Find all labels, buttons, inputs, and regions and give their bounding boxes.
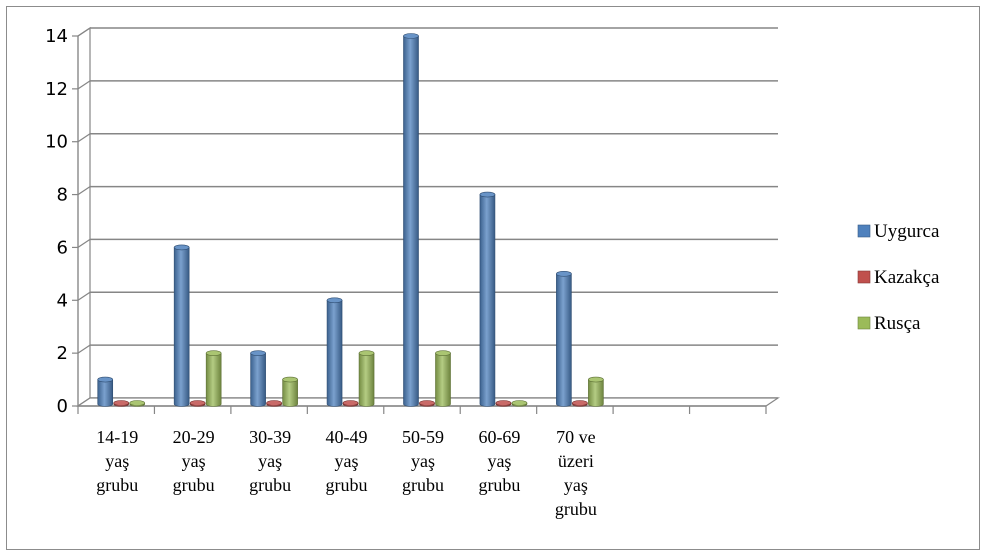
grid-line-side: [77, 238, 91, 248]
x-tick-label: 70 ve üzeri yaş grubu: [555, 427, 597, 519]
x-tick-label: 60-69 yaş grubu: [478, 427, 520, 495]
bar-uygurca-1: [173, 244, 190, 407]
grid-line-side: [77, 344, 91, 354]
grid-line-side: [77, 133, 91, 143]
y-tick-label: 10: [45, 132, 68, 153]
grid-line-side: [77, 291, 91, 301]
bar-rusça-3: [358, 350, 375, 407]
bar-rusça-1: [205, 350, 222, 407]
x-tick-label: 30-39 yaş grubu: [249, 427, 291, 495]
bar-kazakça-4: [419, 400, 435, 407]
y-tick-label: 0: [57, 396, 68, 417]
y-tick-label: 4: [57, 290, 68, 311]
y-tick-label: 12: [45, 79, 68, 100]
bar-uygurca-0: [97, 376, 114, 407]
legend-swatch-rusça: [857, 316, 871, 330]
bar-kazakça-2: [266, 400, 282, 407]
bar-kazakça-6: [572, 400, 588, 407]
y-tick-label: 6: [57, 237, 68, 258]
bar-kazakça-3: [342, 400, 359, 407]
legend-label-rusça: Rusça: [874, 313, 921, 334]
bar-uygurca-4: [403, 33, 419, 407]
x-tick-label: 40-49 yaş grubu: [326, 427, 368, 495]
bar-kazakça-1: [189, 400, 206, 407]
y-tick-label: 2: [57, 343, 68, 364]
bar-rusça-2: [282, 376, 298, 407]
bar-rusça-4: [435, 350, 451, 407]
x-tick-label: 14-19 yaş grubu: [96, 427, 138, 495]
y-tick-label: 14: [45, 26, 68, 47]
bar-uygurca-6: [556, 271, 572, 407]
legend-label-uygurca: Uygurca: [874, 221, 940, 242]
x-tick-label: 50-59 yaş grubu: [402, 427, 444, 495]
legend-swatch-uygurca: [857, 224, 871, 238]
legend-label-kazakça: Kazakça: [874, 267, 940, 288]
grid-line-side: [77, 27, 91, 37]
bar-uygurca-2: [250, 350, 266, 407]
bar-rusça-6: [588, 376, 604, 407]
bar-rusça-5: [511, 400, 528, 407]
y-tick-label: 8: [57, 185, 68, 206]
bar-uygurca-3: [326, 297, 343, 407]
bar-uygurca-5: [479, 191, 496, 407]
bar-kazakça-0: [113, 400, 130, 407]
legend-swatch-kazakça: [857, 270, 871, 284]
grid-line-side: [77, 186, 91, 196]
bar-rusça-0: [129, 400, 146, 407]
grid-line-side: [77, 80, 91, 90]
x-tick-label: 20-29 yaş grubu: [173, 427, 215, 495]
bar-kazakça-5: [495, 400, 512, 407]
